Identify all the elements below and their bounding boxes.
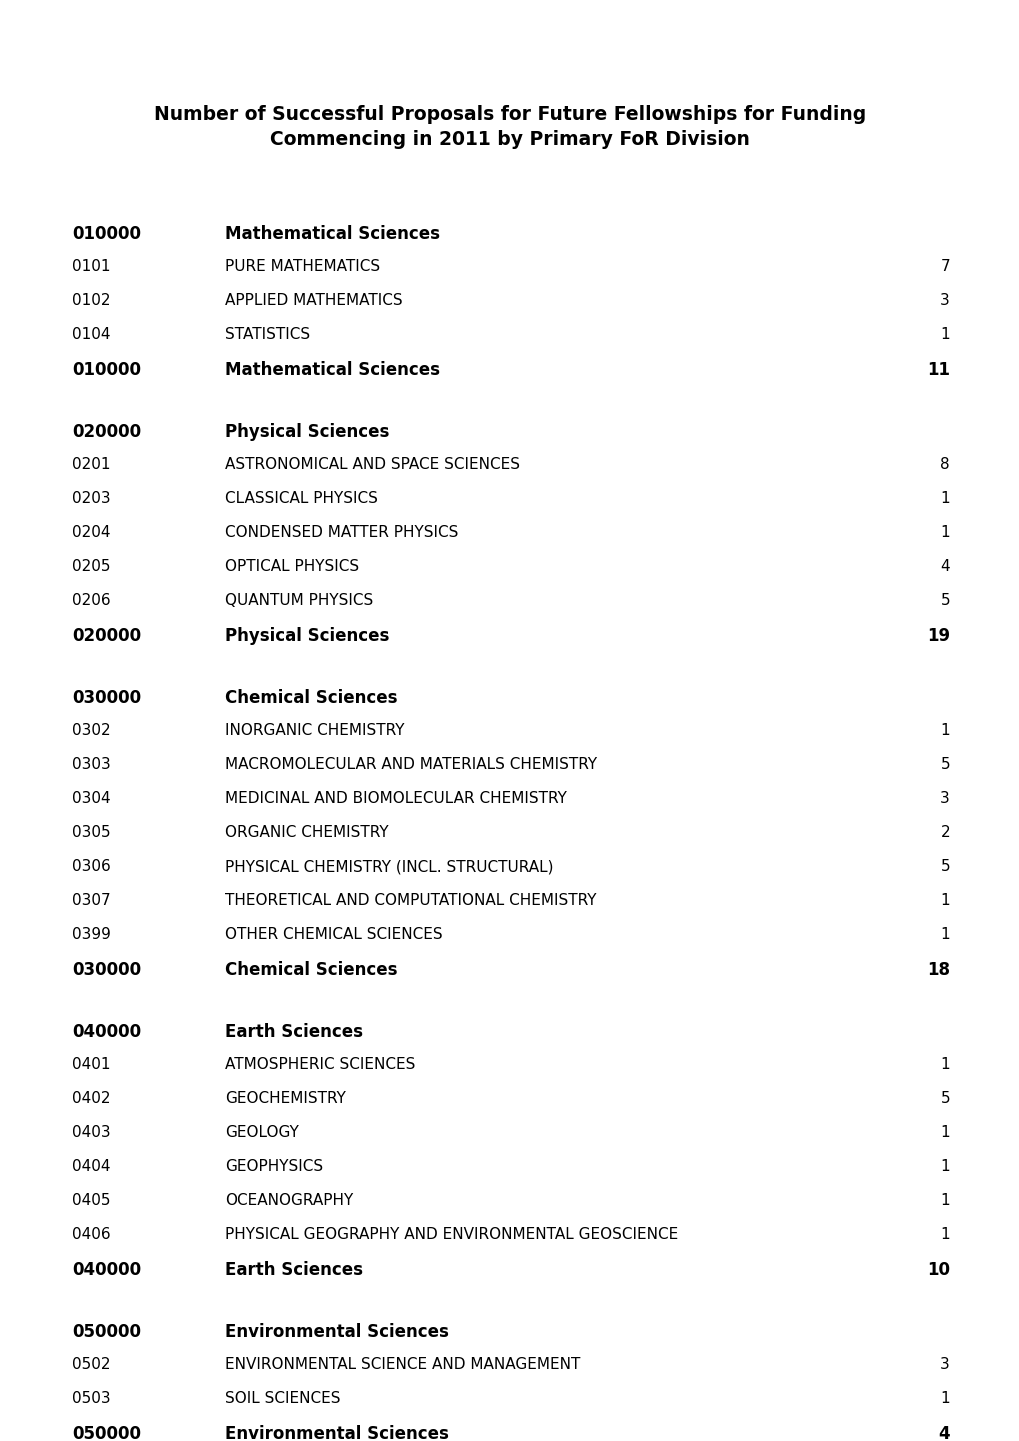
Text: 5: 5 (940, 859, 949, 875)
Text: CONDENSED MATTER PHYSICS: CONDENSED MATTER PHYSICS (225, 525, 458, 540)
Text: 0201: 0201 (72, 457, 110, 473)
Text: Chemical Sciences: Chemical Sciences (225, 961, 397, 978)
Text: 2: 2 (940, 826, 949, 840)
Text: 3: 3 (940, 1357, 949, 1372)
Text: 10: 10 (926, 1261, 949, 1280)
Text: GEOLOGY: GEOLOGY (225, 1125, 299, 1140)
Text: 0303: 0303 (72, 757, 111, 772)
Text: 1: 1 (940, 327, 949, 342)
Text: THEORETICAL AND COMPUTATIONAL CHEMISTRY: THEORETICAL AND COMPUTATIONAL CHEMISTRY (225, 893, 596, 908)
Text: 5: 5 (940, 1091, 949, 1107)
Text: 0104: 0104 (72, 327, 110, 342)
Text: 4: 4 (940, 559, 949, 574)
Text: GEOCHEMISTRY: GEOCHEMISTRY (225, 1091, 345, 1107)
Text: 0102: 0102 (72, 293, 110, 308)
Text: 18: 18 (926, 961, 949, 978)
Text: 040000: 040000 (72, 1261, 141, 1280)
Text: 010000: 010000 (72, 362, 141, 379)
Text: 1: 1 (940, 893, 949, 908)
Text: ATMOSPHERIC SCIENCES: ATMOSPHERIC SCIENCES (225, 1058, 415, 1072)
Text: 1: 1 (940, 1193, 949, 1208)
Text: 030000: 030000 (72, 689, 141, 708)
Text: 3: 3 (940, 791, 949, 806)
Text: 0302: 0302 (72, 723, 110, 738)
Text: Environmental Sciences: Environmental Sciences (225, 1323, 448, 1342)
Text: 8: 8 (940, 457, 949, 473)
Text: 1: 1 (940, 1391, 949, 1406)
Text: 0405: 0405 (72, 1193, 110, 1208)
Text: 1: 1 (940, 723, 949, 738)
Text: 1: 1 (940, 1159, 949, 1174)
Text: Environmental Sciences: Environmental Sciences (225, 1425, 448, 1441)
Text: 050000: 050000 (72, 1323, 141, 1342)
Text: 0206: 0206 (72, 594, 110, 608)
Text: 0399: 0399 (72, 927, 111, 942)
Text: PURE MATHEMATICS: PURE MATHEMATICS (225, 259, 380, 274)
Text: Physical Sciences: Physical Sciences (225, 627, 389, 646)
Text: 020000: 020000 (72, 627, 141, 646)
Text: OPTICAL PHYSICS: OPTICAL PHYSICS (225, 559, 359, 574)
Text: Physical Sciences: Physical Sciences (225, 424, 389, 441)
Text: CLASSICAL PHYSICS: CLASSICAL PHYSICS (225, 491, 377, 506)
Text: OTHER CHEMICAL SCIENCES: OTHER CHEMICAL SCIENCES (225, 927, 442, 942)
Text: 0401: 0401 (72, 1058, 110, 1072)
Text: SOIL SCIENCES: SOIL SCIENCES (225, 1391, 340, 1406)
Text: 1: 1 (940, 1226, 949, 1242)
Text: Earth Sciences: Earth Sciences (225, 1261, 363, 1280)
Text: MACROMOLECULAR AND MATERIALS CHEMISTRY: MACROMOLECULAR AND MATERIALS CHEMISTRY (225, 757, 596, 772)
Text: 0305: 0305 (72, 826, 110, 840)
Text: 3: 3 (940, 293, 949, 308)
Text: 5: 5 (940, 594, 949, 608)
Text: 0304: 0304 (72, 791, 110, 806)
Text: Number of Successful Proposals for Future Fellowships for Funding
Commencing in : Number of Successful Proposals for Futur… (154, 105, 865, 148)
Text: Earth Sciences: Earth Sciences (225, 1023, 363, 1040)
Text: 1: 1 (940, 927, 949, 942)
Text: 030000: 030000 (72, 961, 141, 978)
Text: 0101: 0101 (72, 259, 110, 274)
Text: 0307: 0307 (72, 893, 110, 908)
Text: ASTRONOMICAL AND SPACE SCIENCES: ASTRONOMICAL AND SPACE SCIENCES (225, 457, 520, 473)
Text: 0402: 0402 (72, 1091, 110, 1107)
Text: 1: 1 (940, 525, 949, 540)
Text: 0502: 0502 (72, 1357, 110, 1372)
Text: 11: 11 (926, 362, 949, 379)
Text: 1: 1 (940, 1058, 949, 1072)
Text: 7: 7 (940, 259, 949, 274)
Text: 010000: 010000 (72, 225, 141, 244)
Text: 0404: 0404 (72, 1159, 110, 1174)
Text: STATISTICS: STATISTICS (225, 327, 310, 342)
Text: 4: 4 (937, 1425, 949, 1441)
Text: 0203: 0203 (72, 491, 110, 506)
Text: 050000: 050000 (72, 1425, 141, 1441)
Text: PHYSICAL CHEMISTRY (INCL. STRUCTURAL): PHYSICAL CHEMISTRY (INCL. STRUCTURAL) (225, 859, 553, 875)
Text: 0406: 0406 (72, 1226, 110, 1242)
Text: 0403: 0403 (72, 1125, 110, 1140)
Text: Chemical Sciences: Chemical Sciences (225, 689, 397, 708)
Text: APPLIED MATHEMATICS: APPLIED MATHEMATICS (225, 293, 403, 308)
Text: 0205: 0205 (72, 559, 110, 574)
Text: 1: 1 (940, 1125, 949, 1140)
Text: 5: 5 (940, 757, 949, 772)
Text: 020000: 020000 (72, 424, 141, 441)
Text: INORGANIC CHEMISTRY: INORGANIC CHEMISTRY (225, 723, 405, 738)
Text: 1: 1 (940, 491, 949, 506)
Text: GEOPHYSICS: GEOPHYSICS (225, 1159, 323, 1174)
Text: QUANTUM PHYSICS: QUANTUM PHYSICS (225, 594, 373, 608)
Text: MEDICINAL AND BIOMOLECULAR CHEMISTRY: MEDICINAL AND BIOMOLECULAR CHEMISTRY (225, 791, 567, 806)
Text: Mathematical Sciences: Mathematical Sciences (225, 362, 439, 379)
Text: 0306: 0306 (72, 859, 111, 875)
Text: ORGANIC CHEMISTRY: ORGANIC CHEMISTRY (225, 826, 388, 840)
Text: ENVIRONMENTAL SCIENCE AND MANAGEMENT: ENVIRONMENTAL SCIENCE AND MANAGEMENT (225, 1357, 580, 1372)
Text: 0204: 0204 (72, 525, 110, 540)
Text: Mathematical Sciences: Mathematical Sciences (225, 225, 439, 244)
Text: 19: 19 (926, 627, 949, 646)
Text: 040000: 040000 (72, 1023, 141, 1040)
Text: 0503: 0503 (72, 1391, 110, 1406)
Text: OCEANOGRAPHY: OCEANOGRAPHY (225, 1193, 353, 1208)
Text: PHYSICAL GEOGRAPHY AND ENVIRONMENTAL GEOSCIENCE: PHYSICAL GEOGRAPHY AND ENVIRONMENTAL GEO… (225, 1226, 678, 1242)
